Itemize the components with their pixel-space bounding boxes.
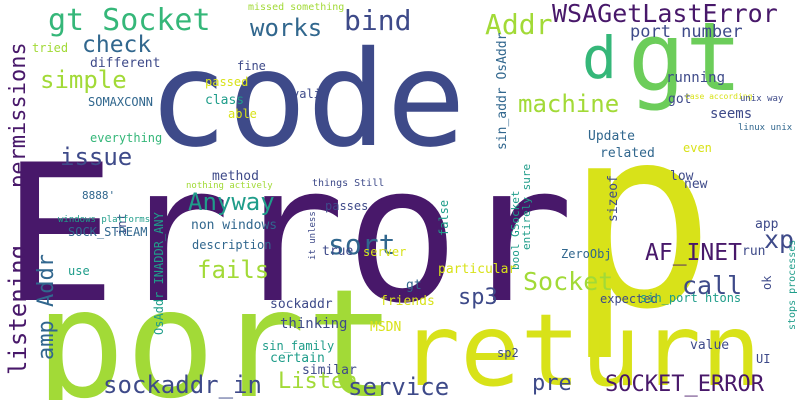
word-it-unless: it unless	[308, 211, 318, 260]
word-sockaddr-in: sockaddr_in	[103, 371, 262, 399]
word-linux-unix: linux unix	[738, 123, 793, 133]
word-bind: bind	[344, 4, 411, 37]
word-msdn: MSDN	[370, 320, 401, 335]
word-entirely-sure: entirely sure	[520, 164, 533, 250]
word-false: false	[437, 200, 451, 236]
word-p: p	[565, 73, 716, 364]
word-tried: tried	[32, 41, 68, 55]
word-anyway: Anyway	[188, 188, 275, 216]
word-somaxconn: SOMAXCONN	[88, 95, 153, 109]
word-pre: pre	[532, 371, 572, 396]
word-everything: everything	[90, 131, 162, 145]
word-app: app	[755, 217, 779, 232]
word-code: code	[148, 23, 466, 177]
word-valid: valid	[292, 87, 328, 101]
word-int: int	[115, 213, 129, 235]
word-gt: gt	[406, 278, 422, 293]
word-sin-family: sin_family	[262, 339, 334, 353]
word-sort: sort	[328, 228, 395, 261]
word-non-windows: non windows	[191, 218, 277, 233]
word-things-still: things Still	[312, 178, 384, 189]
word-listen: Listen	[278, 369, 357, 394]
word-sockaddr: sockaddr	[270, 297, 333, 312]
word-server: server	[363, 245, 406, 259]
word-able: able	[228, 107, 257, 121]
word-value: value	[690, 338, 729, 353]
word-osaddr-inaddr-any: OsAddr INADDR_ANY	[152, 211, 166, 335]
word-d: d	[582, 24, 617, 92]
word-ui: UI	[756, 352, 770, 366]
word-missed-something: missed something	[248, 2, 344, 13]
word-got: got	[668, 92, 691, 107]
word-case-according: case according	[685, 92, 753, 101]
word-passed: passed	[205, 75, 248, 89]
word-sp2: sp2	[497, 346, 519, 360]
word-amp-addr: amp Addr	[34, 254, 59, 360]
word-bool-gsocket: bool GSocket	[509, 191, 522, 270]
word-similar: similar	[302, 363, 357, 378]
word-class: class	[205, 93, 244, 108]
word-seems: seems	[710, 106, 752, 122]
word-listening: listening	[4, 245, 32, 375]
word-addr: Addr	[485, 8, 552, 41]
word-gt-socket: gt Socket	[48, 3, 211, 38]
word-call: call	[682, 271, 742, 300]
word-description: description	[192, 238, 271, 252]
word-wsagetlasterror: WSAGetLastError	[552, 0, 778, 28]
word-fails: fails	[197, 256, 269, 284]
word-windows-platforms: windows platforms	[58, 215, 150, 225]
word-thinking: thinking	[280, 316, 347, 332]
word-machine: machine	[518, 90, 619, 118]
word-af-inet: AF_INET	[645, 240, 742, 266]
word-true: true	[322, 244, 353, 259]
word-method: method	[212, 169, 259, 184]
word-gt: gt	[628, 3, 742, 113]
word-permissions: permissions	[6, 42, 31, 188]
word-return: return	[400, 292, 761, 400]
word-low: low	[670, 169, 694, 184]
word-sock-stream: SOCK_STREAM	[68, 225, 147, 239]
word-8888: 8888'	[82, 189, 115, 202]
word-socket-error: SOCKET_ERROR	[605, 372, 765, 397]
word-sin-addr-osaddr: sin_addr OsAddr	[495, 32, 510, 150]
word-even: even	[683, 141, 712, 155]
word-new: new	[684, 177, 708, 192]
word-nothing-actively: nothing actively	[186, 181, 273, 191]
word-port: port	[35, 258, 396, 400]
word-update: Update	[588, 129, 635, 144]
word-sin-port-htons: sin_port htons	[640, 291, 741, 305]
word-unix-way: unix way	[740, 94, 784, 104]
word-fine: fine	[237, 59, 266, 73]
word-sizeof: sizeof	[606, 175, 621, 222]
word-particular: particular	[438, 262, 516, 277]
word-works: works	[250, 14, 322, 42]
word-stops-processes: stops processes	[787, 240, 798, 330]
word-socket: Socket	[523, 267, 613, 296]
word-simple: simple	[40, 66, 127, 94]
word-use: use	[68, 264, 90, 278]
word-friends: friends	[380, 294, 435, 309]
word-running: running	[666, 70, 725, 86]
word-certain: certain	[270, 351, 325, 366]
word-check: check	[82, 32, 151, 58]
word-issue: issue	[60, 143, 132, 171]
word-ok: ok	[760, 275, 774, 290]
word-different: different	[90, 56, 160, 71]
word-expected: expected	[600, 292, 658, 306]
word-error: Error	[2, 124, 574, 345]
word-run: run	[742, 244, 765, 259]
word-port-number: port number	[630, 22, 743, 42]
word-passes: passes	[325, 199, 368, 213]
word-zeroobj: ZeroObj	[561, 247, 612, 261]
word-service: service	[348, 373, 449, 400]
word-xp: xp	[764, 225, 794, 254]
word-sp3: sp3	[458, 285, 498, 310]
word-related: related	[600, 146, 655, 161]
